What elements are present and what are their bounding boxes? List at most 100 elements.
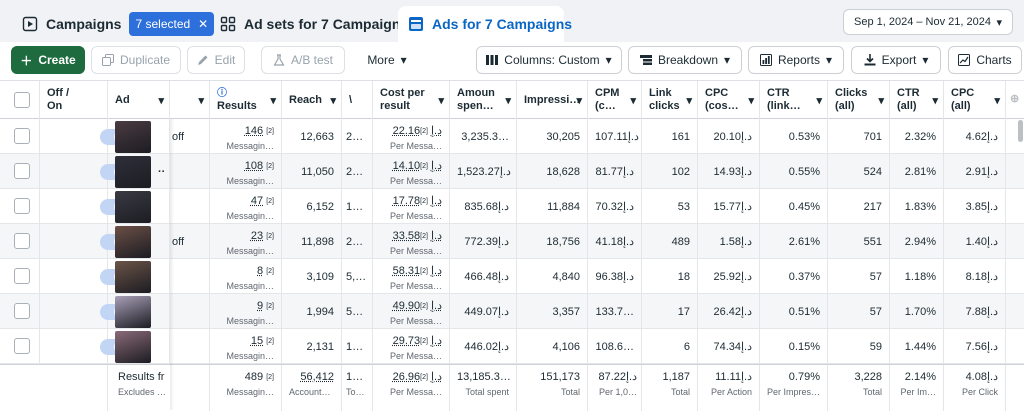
ad-thumbnail[interactable] [115, 156, 151, 188]
footer-ctrall-sub: Per Im… [900, 387, 936, 397]
cell-impr-value: 11,884 [547, 201, 580, 213]
row-checkbox[interactable] [14, 338, 30, 354]
ad-thumbnail[interactable] [115, 296, 151, 328]
cell-clicks: 217 [828, 189, 890, 224]
footer-cpr: 26.96د.إ [392, 371, 442, 383]
header-link-l1: Link [649, 87, 672, 99]
more-dots-icon[interactable]: ·· [158, 166, 166, 178]
ad-name-cell[interactable] [170, 189, 210, 224]
selected-badge-label: 7 selected [135, 17, 191, 31]
cell-freq-value: 2… [346, 166, 364, 178]
ad-thumbnail[interactable] [115, 331, 151, 363]
select-all-checkbox[interactable] [14, 92, 30, 108]
date-range-picker[interactable]: Sep 1, 2024 – Nov 21, 2024 ▾ [843, 9, 1013, 35]
cell-ctr-link: 0.37% [760, 259, 828, 294]
tab-bar: Campaigns 7 selected ✕ Ad sets for 7 Cam… [0, 0, 1024, 42]
edit-button[interactable]: Edit [187, 46, 245, 74]
columns-button[interactable]: Columns: Custom ▾ [476, 46, 622, 74]
ad-thumbnail[interactable] [115, 191, 151, 223]
toggle-cell [40, 224, 130, 259]
tab-campaigns[interactable]: Campaigns 7 selected ✕ [12, 6, 215, 42]
row-checkbox[interactable] [14, 128, 30, 144]
header-ad[interactable]: Ad ▾ [108, 81, 170, 119]
row-checkbox[interactable] [14, 163, 30, 179]
cell-freq: 2… [342, 224, 373, 259]
row-checkbox[interactable] [14, 198, 30, 214]
row-checkbox[interactable] [14, 303, 30, 319]
duplicate-button[interactable]: Duplicate [91, 46, 181, 74]
table-row[interactable]: 15 [2] Messagin… 2,131 1… 29.73د.إ [2] Per Me… [0, 329, 1024, 364]
add-column-icon[interactable]: ⊕ [1010, 93, 1020, 105]
close-icon[interactable]: ✕ [198, 17, 209, 31]
ad-thumbnail[interactable] [115, 261, 151, 293]
cell-cpm: 41.18د.إ [588, 224, 642, 259]
header-cpc-cost[interactable]: CPC (cos… ▾ [698, 81, 760, 119]
cell-impr-value: 4,840 [552, 271, 580, 283]
table-header: Off / On Ad ▾ ▾ ⓘ Results ▾ Reach ▾ \ Cost pe… [0, 81, 1024, 119]
caret-down-icon: ▾ [826, 53, 833, 67]
breakdown-button[interactable]: Breakdown ▾ [628, 46, 742, 74]
caret-down-icon: ▾ [505, 95, 511, 107]
ad-name-cell[interactable] [170, 259, 210, 294]
ab-test-button[interactable]: A/B test [261, 46, 345, 74]
header-results[interactable]: ⓘ Results ▾ [210, 81, 282, 119]
select-all-cell [0, 81, 40, 119]
table-row[interactable]: 47 [2] Messagin… 6,152 1… 17.78د.إ [2] Per Me… [0, 189, 1024, 224]
cell-clicks-value: 701 [863, 131, 882, 143]
ad-preview-cell [108, 329, 170, 364]
ad-name: off [172, 236, 185, 248]
caret-down-icon: ▾ [330, 95, 336, 107]
row-checkbox[interactable] [14, 233, 30, 249]
selected-badge[interactable]: 7 selected ✕ [129, 12, 215, 36]
ad-preview-cell [108, 189, 170, 224]
table-row[interactable]: off 23 [2] Messagin… 11,898 2… 33.58د.إ [2] Pe… [0, 224, 1024, 259]
cell-clicks: 57 [828, 259, 890, 294]
table-row[interactable]: off 146 [2] Messagin… 12,663 2… 22.16د.إ [2] P… [0, 119, 1024, 154]
row-checkbox[interactable] [14, 268, 30, 284]
cell-ctr-all-value: 1.83% [904, 201, 936, 213]
header-cpc-all[interactable]: CPC (all) ▾ [944, 81, 1006, 119]
tab-adsets[interactable]: Ad sets for 7 Campaigns [210, 6, 408, 42]
ad-name-cell[interactable]: off [170, 224, 210, 259]
horizontal-scrollbar-thumb[interactable] [1018, 120, 1023, 142]
cell-results: 23 [2] Messagin… [210, 224, 282, 259]
select-cell [0, 154, 40, 189]
charts-button[interactable]: Charts [948, 46, 1022, 74]
header-frequency[interactable]: \ [342, 81, 373, 119]
cell-ctr-all: 2.94% [890, 224, 944, 259]
ad-thumbnail[interactable] [115, 121, 151, 153]
more-button[interactable]: More ▾ [354, 46, 420, 74]
ad-name-cell[interactable] [170, 329, 210, 364]
table-row[interactable]: ·· 108 [2] Messagin… 11,050 2… 14.10د.إ [2] Pe… [0, 154, 1024, 189]
ad-preview-cell: ·· [108, 154, 170, 189]
table-row[interactable]: 8 [2] Messagin… 3,109 5,… 58.31د.إ [2] Per Me… [0, 259, 1024, 294]
export-button[interactable]: Export ▾ [851, 46, 941, 74]
cell-reach-value: 6,152 [306, 201, 334, 213]
caret-down-icon: ▾ [686, 95, 692, 107]
plus-icon: ＋ [20, 53, 33, 68]
header-cpm[interactable]: CPM (c… ▾ [588, 81, 642, 119]
header-cost-per-result[interactable]: Cost per result ▾ [373, 81, 450, 119]
select-cell [0, 119, 40, 154]
create-button[interactable]: ＋ Create [11, 46, 85, 74]
attribution-sup: [2] [420, 128, 428, 135]
header-ctr-all[interactable]: CTR (all) ▾ [890, 81, 944, 119]
table-row[interactable]: 9 [2] Messagin… 1,994 5… 49.90د.إ [2] Per Mes… [0, 294, 1024, 329]
footer-name: Results fr [118, 371, 165, 383]
header-cpm-l2: (c… [595, 100, 616, 112]
header-impressions[interactable]: Impressi… ▾ [517, 81, 588, 119]
header-offon[interactable]: Off / On [40, 81, 108, 119]
header-link-clicks[interactable]: Link clicks ▾ [642, 81, 698, 119]
footer-impr: 151,173 [540, 371, 580, 383]
ad-name-cell[interactable] [170, 154, 210, 189]
cell-cpc-all-value: 8.18د.إ [965, 271, 998, 283]
tab-ads[interactable]: Ads for 7 Campaigns [398, 6, 572, 42]
ad-thumbnail[interactable] [115, 226, 151, 258]
header-amount-spent[interactable]: Amoun spen… ▾ [450, 81, 517, 119]
header-clicks-all[interactable]: Clicks (all) ▾ [828, 81, 890, 119]
header-reach[interactable]: Reach ▾ [282, 81, 342, 119]
header-ctr-link[interactable]: CTR (link… ▾ [760, 81, 828, 119]
ad-name-cell[interactable] [170, 294, 210, 329]
reports-button[interactable]: Reports ▾ [748, 46, 844, 74]
ad-name-cell[interactable]: off [170, 119, 210, 154]
